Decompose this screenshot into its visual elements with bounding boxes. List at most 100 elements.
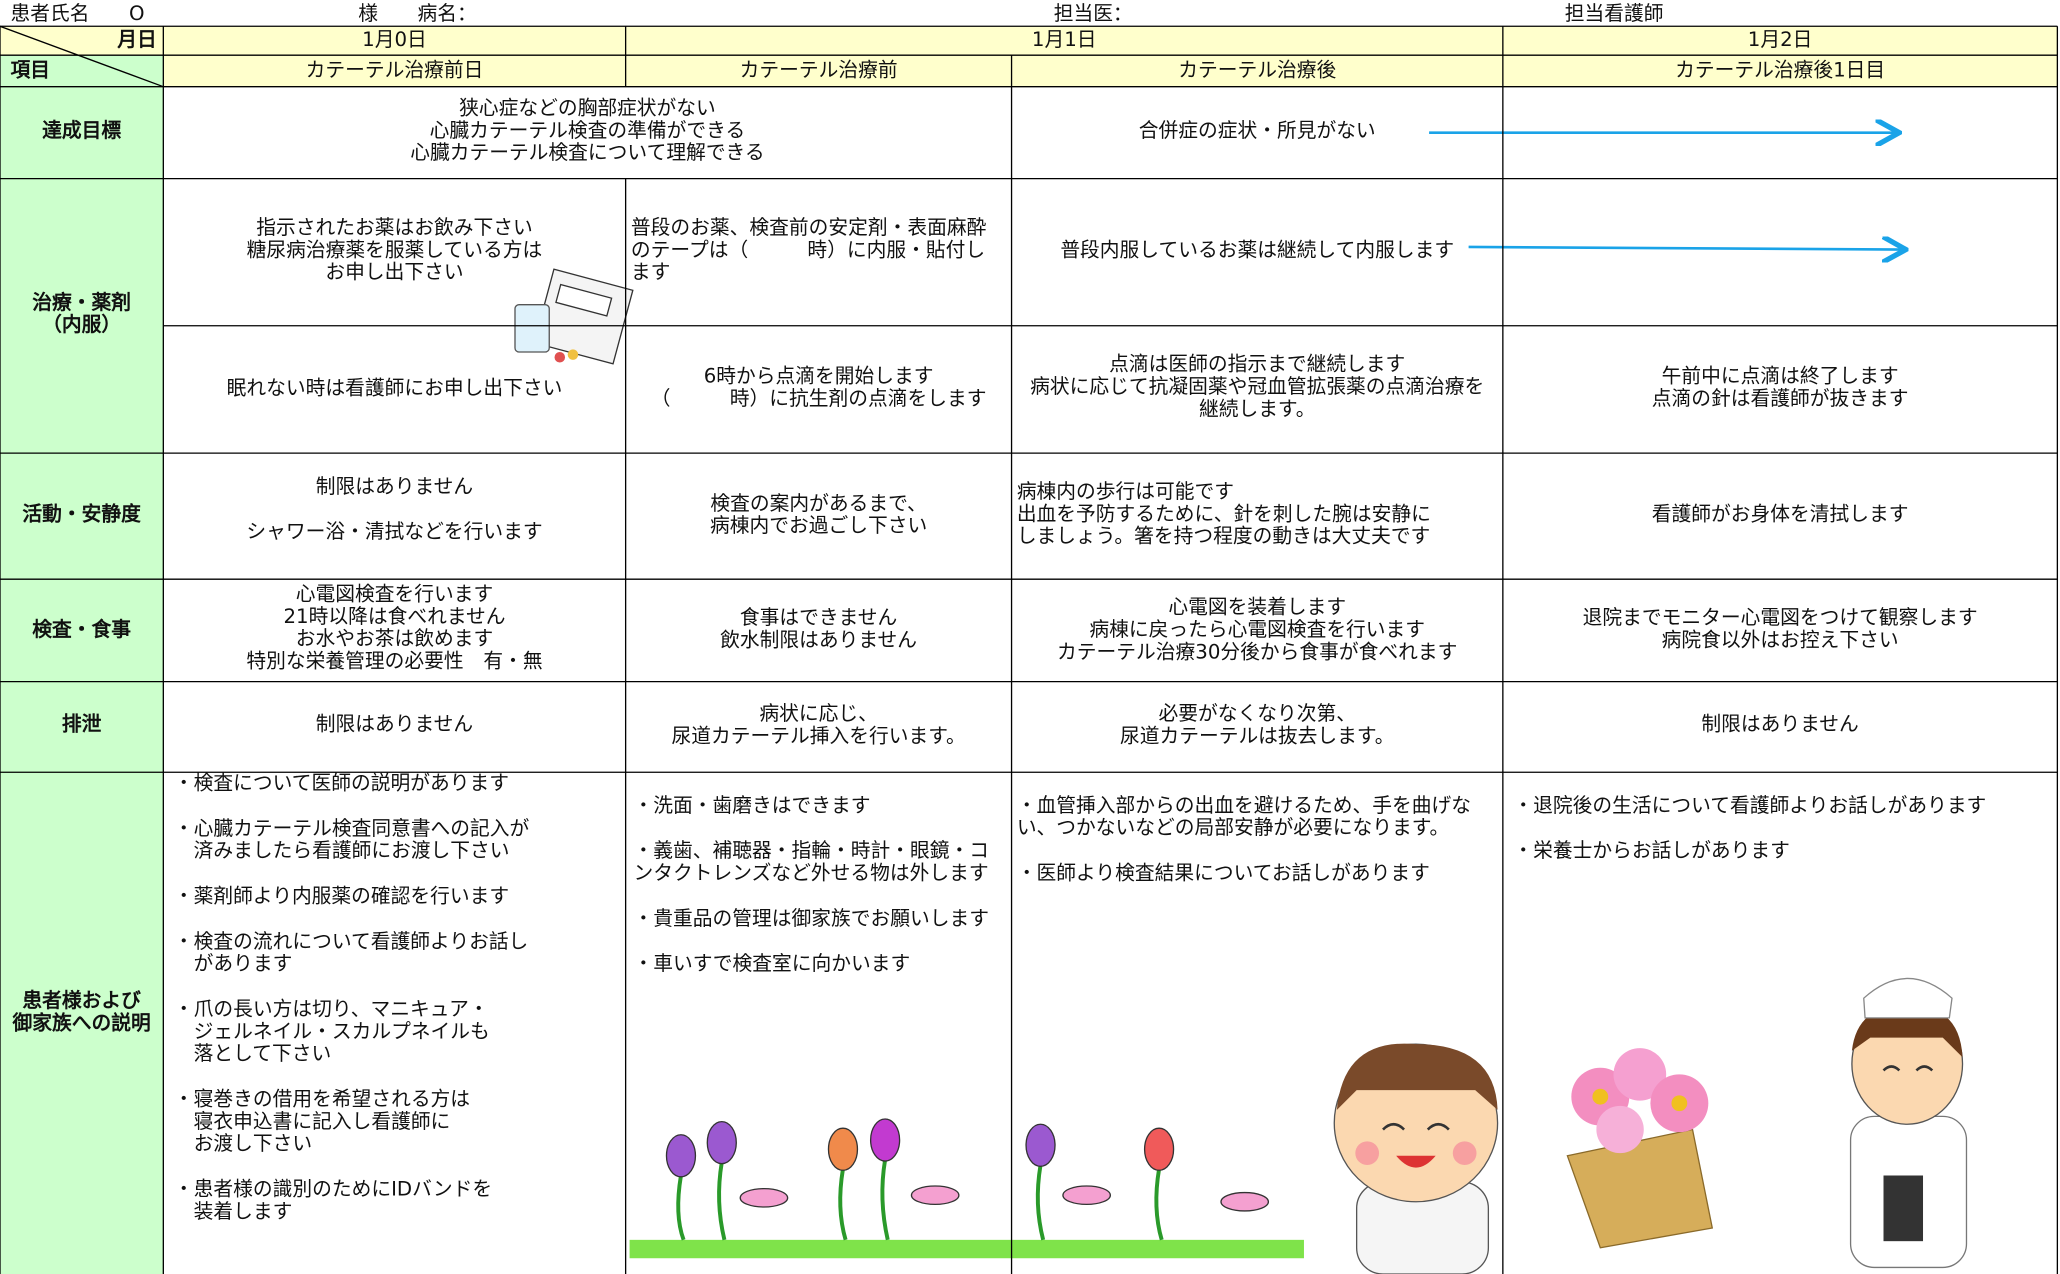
cell-text: 制限はありません <box>316 475 473 498</box>
flower-basket-illustration <box>1566 1048 1714 1249</box>
flower-stem <box>717 1162 727 1241</box>
cell-text: カテーテル治療30分後から食事が食べれます <box>1057 640 1457 663</box>
cell-text: 済みましたら看護師にお渡し下さい <box>174 839 510 862</box>
cell-text: 心電図を装着します <box>1168 596 1346 619</box>
cell-text: 普段のお薬、検査前の安定剤・表面麻酔 <box>631 216 987 239</box>
row-label-cell <box>0 772 164 1274</box>
cell-text: 病院食以外はお控え下さい <box>1662 628 1899 651</box>
cell-text: （ 時）に抗生剤の点滴をします <box>651 387 987 410</box>
flower-stem <box>1035 1164 1046 1241</box>
row-label-cell <box>0 681 164 773</box>
flower-head <box>910 1185 960 1206</box>
flower-head <box>827 1127 859 1171</box>
cell-text: のテープは（ 時）に内服・貼付し <box>631 238 985 261</box>
flower-head <box>739 1187 789 1208</box>
cell-text: 病状に応じて抗凝固薬や冠血管拡張薬の点滴治療を <box>1030 375 1484 398</box>
cell-text: ・車いすで検査室に向かいます <box>634 952 911 975</box>
cell-text: 出血を予防するために、針を刺した腕は安静に <box>1017 502 1431 525</box>
boy-illustration <box>1333 1043 1499 1274</box>
cell-text: 6時から点滴を開始します <box>704 364 934 387</box>
cell-text: 21時以降は食べれません <box>283 605 505 628</box>
flower-stem <box>676 1175 686 1241</box>
cell-text: ・血管挿入部からの出血を避けるため、手を曲げな <box>1017 794 1471 817</box>
cell-text: ンタクトレンズなど外せる物は外します <box>634 862 989 885</box>
cell-text: 尿道カテーテル挿入を行います。 <box>671 724 965 747</box>
flower-illustration <box>629 1118 1304 1259</box>
cell-text: ・検査について医師の説明があります <box>174 772 509 795</box>
cell-text: お申し出下さい <box>325 261 463 284</box>
cell-text: 食事はできません <box>740 606 897 629</box>
cell-text: 病状に応じ、 <box>759 702 877 725</box>
cell-text: 点滴の針は看護師が抜きます <box>1652 387 1909 410</box>
cell-text: ・患者様の識別のためにIDバンドを <box>174 1177 492 1200</box>
row-label-cell <box>0 453 164 580</box>
cell-text: があります <box>174 952 292 975</box>
cell-text: 狭心症などの胸部症状がない <box>459 97 716 120</box>
cell-text: シャワー浴・清拭などを行います <box>246 520 542 543</box>
date-header: 1月0日 <box>362 28 427 51</box>
row-label: 排泄 <box>62 713 102 736</box>
cell-text: ・心臓カテーテル検査同意書への記入が <box>174 817 530 840</box>
cell-text: 病棟内の歩行は可能です <box>1017 480 1234 503</box>
cell-text: お渡し下さい <box>174 1132 312 1155</box>
cell-text: 制限はありません <box>1701 713 1858 736</box>
cell-text: 看護師がお身体を清拭します <box>1652 502 1909 525</box>
cell-text: ます <box>631 261 670 284</box>
cell-text: 制限はありません <box>316 713 473 736</box>
cell-text: ・洗面・歯磨きはできます <box>634 794 871 817</box>
row-label: 検査・食事 <box>32 618 131 641</box>
cell-text: ・医師より検査結果についてお話しがあります <box>1017 862 1430 885</box>
flower-head <box>1143 1127 1175 1171</box>
cell-text: ・義歯、補聴器・指輪・時計・眼鏡・コ <box>634 839 989 862</box>
cell-text: ・寝巻きの借用を希望される方は <box>174 1087 470 1110</box>
nurse-illustration <box>1849 977 1968 1269</box>
cell-text: ・貴重品の管理は御家族でお願いします <box>634 907 989 930</box>
cell-text: 退院までモニター心電図をつけて観察します <box>1583 606 1978 629</box>
disease-label: 様 病名： <box>358 2 476 25</box>
cell-text: 心臓カテーテル検査について理解できる <box>410 141 764 164</box>
date-label: 月日 <box>116 28 156 51</box>
phase-header: カテーテル治療後1日目 <box>1675 58 1885 81</box>
cell-text: ・栄養士からお話しがあります <box>1513 839 1789 862</box>
cell-text: 合併症の症状・所見がない <box>1139 119 1376 142</box>
cell-text: 飲水制限はありません <box>720 628 917 651</box>
cell-text: ジェルネイル・スカルプネイルも <box>174 1020 490 1043</box>
flower-head <box>1062 1185 1112 1206</box>
cell-text: い、つかないなどの局部安静が必要になります。 <box>1017 816 1449 839</box>
patient-name-label: 患者氏名 O <box>11 2 145 25</box>
row-label: 御家族への説明 <box>12 1011 151 1034</box>
flower-head <box>1025 1123 1056 1167</box>
cell-text: 普段内服しているお薬は継続して内服します <box>1060 238 1454 261</box>
cell-text: 指示されたお薬はお飲み下さい <box>256 216 532 239</box>
cell-text: 眠れない時は看護師にお申し出下さい <box>227 376 563 399</box>
date-header: 1月2日 <box>1748 28 1813 51</box>
phase-header: カテーテル治療後 <box>1178 58 1336 81</box>
flower-head <box>706 1120 737 1165</box>
cell-text: 心臓カテーテル検査の準備ができる <box>430 119 746 142</box>
phase-header: カテーテル治療前日 <box>306 58 484 81</box>
flower-head <box>869 1118 901 1162</box>
flower-stem <box>880 1159 890 1241</box>
row-label-cell <box>0 86 164 179</box>
row-label: 患者様および <box>22 989 141 1012</box>
cell-text: ・検査の流れについて看護師よりお話し <box>174 930 528 953</box>
cell-text: 必要がなくなり次第、 <box>1158 702 1355 725</box>
cell-text: ・退院後の生活について看護師よりお話しがあります <box>1513 794 1986 817</box>
item-label: 項目 <box>11 58 50 81</box>
cell-text: 心電図検査を行います <box>296 582 493 605</box>
header-band <box>0 26 2058 87</box>
row-label: 達成目標 <box>42 119 121 142</box>
flower-stem <box>838 1168 848 1241</box>
phase-header: カテーテル治療前 <box>740 58 898 81</box>
row-label: （内服） <box>42 313 121 336</box>
cell-text: 落として下さい <box>174 1042 331 1065</box>
flower-head <box>665 1134 697 1178</box>
row-label-cell <box>0 178 164 454</box>
continue-arrow <box>1468 247 1904 250</box>
cell-text: 点滴は医師の指示まで継続します <box>1109 353 1405 376</box>
cell-text: 装着します <box>174 1200 292 1223</box>
nurse-label: 担当看護師 <box>1565 2 1664 25</box>
flower-stem <box>1154 1168 1164 1241</box>
cell-text: 検査の案内があるまで、 <box>710 492 926 515</box>
